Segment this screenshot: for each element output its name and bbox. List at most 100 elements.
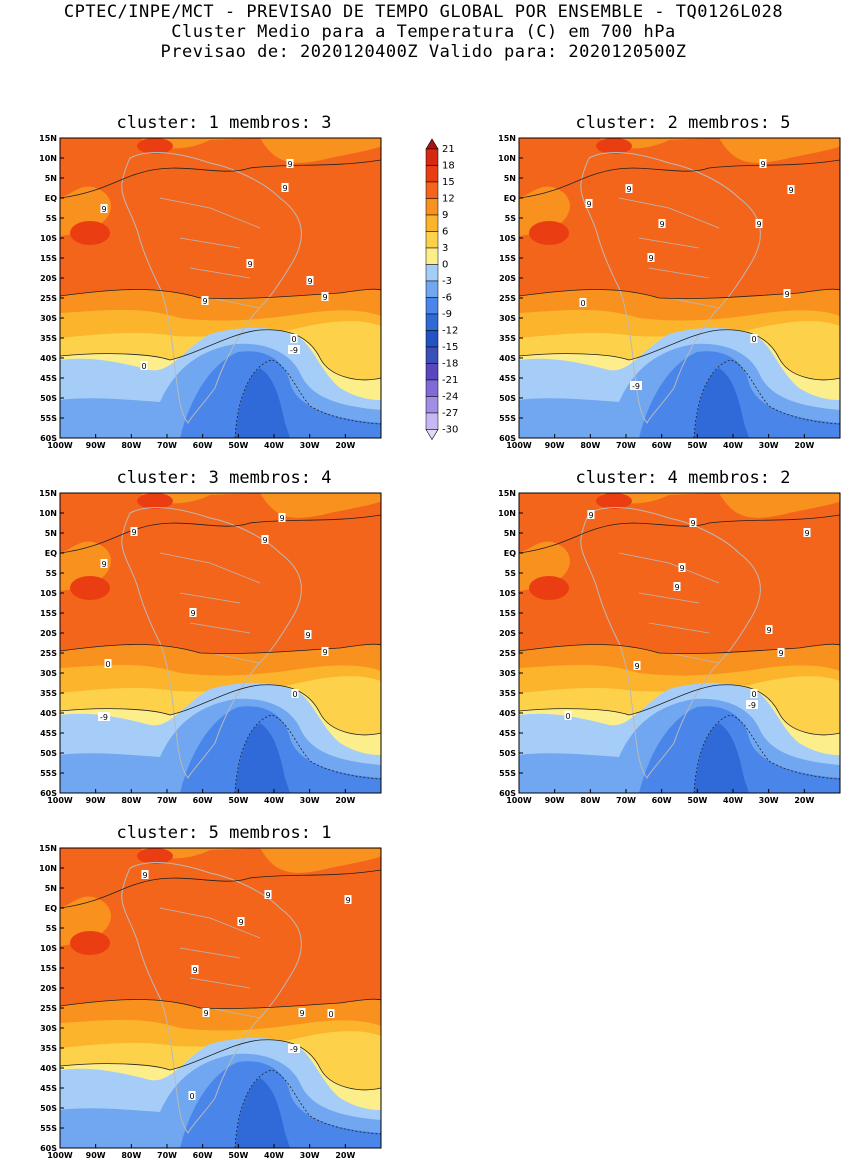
lat-tick-label: 5N [45, 884, 57, 893]
contour-label-bg [100, 204, 108, 213]
lon-tick-label: 90W [545, 441, 565, 450]
colorbar-swatch [425, 396, 439, 414]
lat-tick-label: 20S [40, 274, 57, 283]
band-9-north [519, 493, 840, 518]
contour-label-bg [298, 1008, 306, 1017]
lat-tick-label: 15N [39, 844, 57, 853]
contour-label: 9 [586, 200, 591, 209]
lon-tick-label: 100W [47, 1151, 73, 1160]
lat-tick-label: 10N [39, 864, 57, 873]
lat-tick-label: 5S [46, 569, 58, 578]
lon-tick-label: 50W [228, 1151, 248, 1160]
contour-label: 9 [192, 966, 197, 975]
country-borders [159, 197, 261, 309]
lat-tick-label: 60S [40, 434, 57, 443]
lat-tick-label: 5N [45, 174, 57, 183]
lat-tick-label: 10N [39, 154, 57, 163]
lon-tick-label: 70W [616, 796, 636, 805]
lat-tick-label: 20S [499, 629, 516, 638]
contour-9-south [60, 998, 381, 1009]
contour-label-bg [344, 895, 352, 904]
country-borders [618, 552, 720, 664]
lat-tick-label: 50S [499, 749, 516, 758]
band-minus-9 [180, 1061, 381, 1148]
contour-label-bg [630, 381, 642, 390]
lat-tick-label: 35S [499, 334, 516, 343]
contour-label-bg [787, 185, 795, 194]
contour-label-bg [130, 527, 138, 536]
contour-label: 0 [580, 299, 585, 308]
contour-label: 9 [101, 560, 106, 569]
contour-label: 9 [238, 918, 243, 927]
lon-tick-label: 60W [193, 441, 213, 450]
lat-tick-label: EQ [45, 194, 57, 203]
lat-tick-label: 10N [498, 509, 516, 518]
lon-tick-label: 70W [157, 796, 177, 805]
contour-label: 0 [189, 1092, 194, 1101]
contour-label-bg [288, 345, 300, 354]
contour-label-bg [759, 159, 767, 168]
contour-label-bg [750, 689, 758, 698]
colorbar-swatch [425, 198, 439, 216]
band-9-north [519, 138, 840, 163]
hotspot-west [70, 221, 110, 245]
lat-tick-label: 15S [499, 609, 516, 618]
lat-tick-label: 5N [504, 174, 516, 183]
temperature-field [60, 493, 381, 793]
continent-outline [121, 152, 302, 424]
lon-tick-label: 40W [723, 796, 743, 805]
contour-label: 9 [190, 609, 195, 618]
contour-label: 9 [142, 871, 147, 880]
band-minus-9 [180, 351, 381, 438]
contour-label: -9 [632, 382, 640, 391]
contour-9-north [519, 514, 840, 554]
lon-tick-label: 30W [300, 441, 320, 450]
lon-tick-label: 90W [86, 441, 106, 450]
temperature-field [519, 493, 840, 793]
lat-tick-label: 15N [39, 134, 57, 143]
lon-tick-label: 30W [759, 796, 779, 805]
contour-label-bg [104, 659, 112, 668]
contour-label-bg [327, 1009, 335, 1018]
contour-label-bg [189, 608, 197, 617]
colorbar-level-label: 6 [442, 227, 448, 238]
hotspot-west [70, 931, 110, 955]
lat-tick-label: 55S [40, 769, 57, 778]
lon-tick-label: 30W [300, 1151, 320, 1160]
contour-9-south [519, 288, 840, 299]
lat-tick-label: 30S [40, 1024, 57, 1033]
contour-label: 0 [565, 712, 570, 721]
contour-label-bg [281, 183, 289, 192]
contour-9-north [60, 869, 381, 909]
lon-tick-label: 20W [335, 796, 355, 805]
lon-tick-label: 60W [652, 441, 672, 450]
colorbar-level-label: -27 [442, 408, 458, 419]
lat-tick-label: 10S [40, 944, 57, 953]
lat-tick-label: 50S [499, 394, 516, 403]
lon-tick-label: 80W [580, 796, 600, 805]
contour-label: 9 [299, 1009, 304, 1018]
contour-label: 0 [105, 660, 110, 669]
lat-tick-label: EQ [504, 549, 516, 558]
contour-label: 9 [305, 631, 310, 640]
contour-label: 9 [674, 583, 679, 592]
plot-frame [59, 492, 382, 794]
lon-tick-label: 100W [506, 441, 532, 450]
lat-tick-label: 50S [40, 1104, 57, 1113]
header-line-1: CPTEC/INPE/MCT - PREVISAO DE TEMPO GLOBA… [63, 2, 784, 22]
hotspot-north [137, 493, 173, 509]
contour-label-bg [755, 219, 763, 228]
lon-tick-label: 100W [47, 441, 73, 450]
lat-tick-label: 35S [499, 689, 516, 698]
lat-tick-label: 10S [499, 589, 516, 598]
contour-label-bg [188, 1091, 196, 1100]
band-minus-9 [639, 351, 840, 438]
lon-tick-label: 90W [86, 1151, 106, 1160]
temperature-field [60, 848, 381, 1148]
lat-tick-label: 50S [40, 394, 57, 403]
lon-tick-label: 80W [580, 441, 600, 450]
lat-tick-label: 20S [499, 274, 516, 283]
lat-tick-label: 35S [40, 1044, 57, 1053]
lat-tick-label: 55S [40, 1124, 57, 1133]
contour-0 [60, 1039, 381, 1091]
